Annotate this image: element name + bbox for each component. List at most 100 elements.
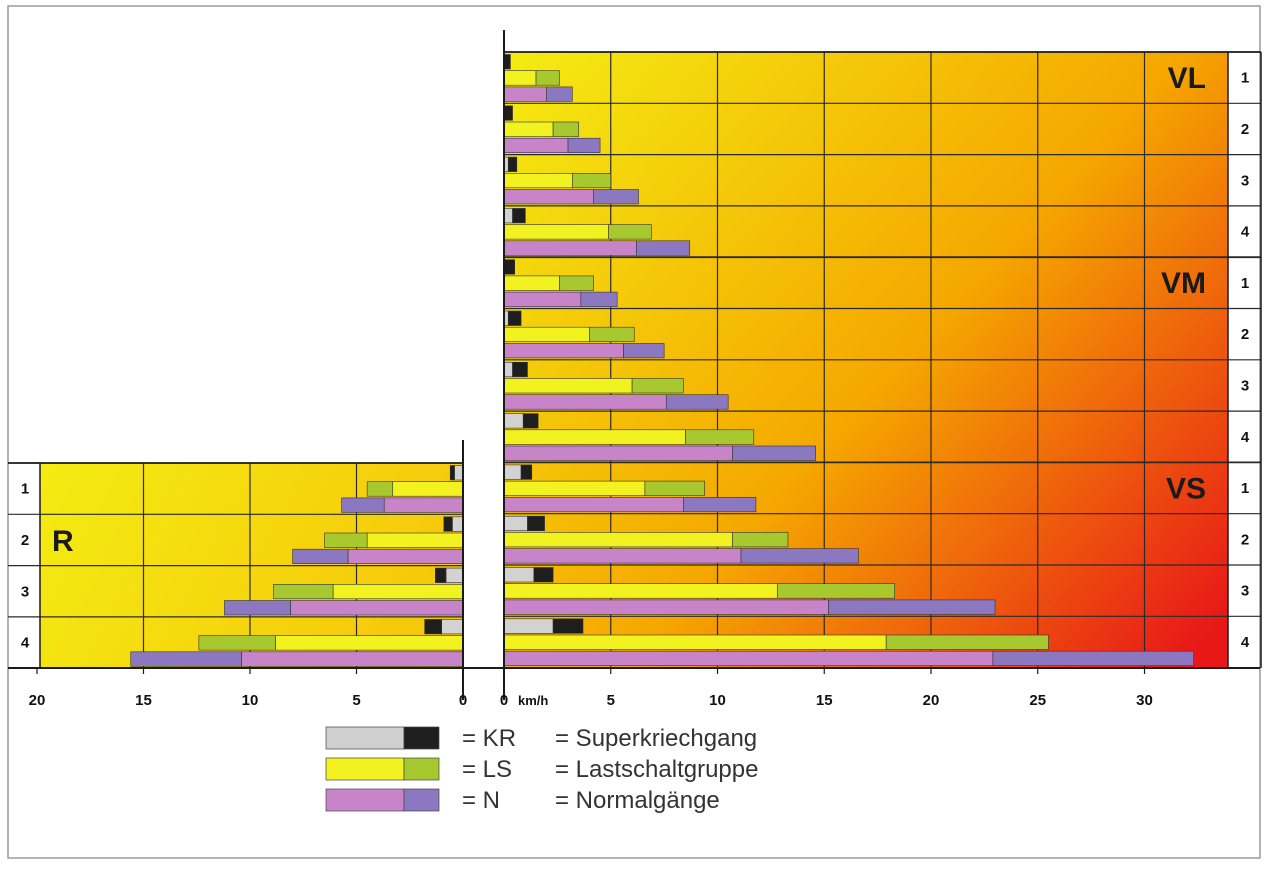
kr-bar-forward-dark: [520, 464, 533, 480]
kr-bar-forward-dark: [507, 310, 522, 326]
ls-bar-forward-light: [503, 121, 554, 137]
n-bar-forward-light: [503, 343, 624, 359]
n-bar-reverse-light: [383, 497, 464, 513]
kr-bar-forward-dark: [552, 618, 584, 634]
forward-gear-label: 4: [1241, 429, 1250, 446]
ls-bar-forward-light: [503, 583, 778, 599]
forward-gear-label: 4: [1241, 224, 1250, 241]
n-bar-forward-light: [503, 650, 994, 667]
kr-bar-forward-dark: [533, 567, 554, 583]
ls-bar-forward-dark: [732, 532, 789, 548]
ls-bar-reverse-light: [392, 481, 464, 497]
legend-desc-n: = Normalgänge: [555, 787, 720, 814]
ls-bar-forward-dark: [572, 173, 612, 189]
ls-bar-reverse-dark: [273, 583, 334, 600]
n-bar-forward-light: [503, 137, 569, 153]
legend-swatch-n-light: [325, 788, 405, 812]
n-bar-forward-dark: [636, 240, 691, 256]
reverse-gear-label: 4: [21, 635, 30, 652]
ls-bar-forward-dark: [559, 275, 594, 291]
kr-bar-reverse-dark: [443, 516, 453, 532]
ls-bar-forward-dark: [644, 480, 705, 496]
kr-bar-forward-dark: [503, 105, 513, 121]
legend-swatch-n-dark: [403, 788, 440, 812]
ls-bar-forward-dark: [885, 634, 1049, 650]
n-bar-forward-dark: [580, 291, 618, 307]
kr-bar-forward-light: [503, 361, 513, 378]
forward-tick-label: 0: [500, 692, 508, 709]
kr-bar-forward-light: [503, 618, 554, 634]
ls-bar-reverse-dark: [366, 481, 394, 497]
forward-gear-label: 4: [1241, 634, 1250, 651]
n-bar-forward-dark: [567, 137, 601, 153]
ls-bar-reverse-dark: [198, 635, 276, 651]
ls-bar-forward-light: [503, 173, 573, 189]
n-bar-forward-light: [503, 394, 667, 410]
n-bar-reverse-light: [290, 600, 464, 616]
n-bar-forward-light: [503, 445, 733, 461]
forward-tick-label: 20: [923, 692, 940, 709]
ls-bar-forward-dark: [535, 70, 560, 86]
n-bar-reverse-dark: [224, 600, 291, 616]
ls-bar-forward-dark: [608, 224, 652, 240]
n-bar-forward-dark: [732, 445, 817, 461]
forward-gear-label: 3: [1241, 583, 1249, 600]
n-bar-reverse-light: [241, 651, 464, 667]
n-bar-forward-light: [503, 496, 684, 513]
ls-bar-forward-light: [503, 634, 887, 650]
ls-bar-forward-light: [503, 224, 609, 240]
n-bar-forward-dark: [665, 394, 729, 410]
ls-bar-forward-dark: [589, 326, 635, 343]
ls-bar-forward-dark: [552, 121, 580, 137]
forward-gear-label: 3: [1241, 377, 1249, 394]
ls-bar-forward-light: [503, 70, 537, 86]
kr-bar-forward-dark: [507, 156, 518, 172]
kr-bar-reverse-dark: [449, 465, 455, 481]
reverse-gear-label: 2: [21, 532, 29, 549]
legend-desc-ls: = Lastschaltgruppe: [555, 756, 758, 783]
group-label-vs: VS: [1166, 472, 1206, 505]
legend-desc-kr: = Superkriechgang: [555, 725, 757, 752]
n-bar-forward-dark: [828, 599, 996, 615]
forward-tick-label: 30: [1136, 692, 1153, 709]
forward-tick-label: 5: [607, 692, 615, 709]
n-bar-forward-dark: [683, 496, 757, 513]
kr-bar-reverse-light: [454, 465, 464, 481]
kr-bar-reverse-dark: [424, 619, 443, 635]
ls-bar-reverse-light: [275, 635, 464, 651]
ls-bar-forward-light: [503, 429, 686, 445]
ls-bar-reverse-dark: [324, 532, 368, 548]
kr-bar-forward-dark: [512, 361, 528, 378]
ls-bar-forward-dark: [631, 378, 684, 394]
kr-bar-forward-light: [503, 567, 535, 583]
kr-bar-reverse-light: [445, 567, 464, 583]
n-bar-forward-light: [503, 599, 829, 615]
forward-gear-label: 1: [1241, 275, 1249, 292]
forward-tick-label: 15: [816, 692, 833, 709]
n-bar-forward-light: [503, 240, 637, 256]
reverse-gear-label: 3: [21, 583, 29, 600]
n-bar-forward-dark: [593, 189, 639, 205]
ls-bar-forward-light: [503, 326, 590, 343]
n-bar-reverse-dark: [341, 497, 385, 513]
ls-bar-forward-light: [503, 378, 633, 394]
kr-bar-forward-dark: [503, 259, 515, 275]
legend-swatch-kr-dark: [403, 726, 440, 750]
group-label-vm: VM: [1161, 267, 1206, 300]
reverse-tick-label: 5: [352, 692, 360, 709]
reverse-tick-label: 20: [29, 692, 46, 709]
legend-code-kr: = KR: [462, 725, 516, 752]
group-label-vl: VL: [1168, 62, 1206, 95]
forward-gear-label: 3: [1241, 172, 1249, 189]
forward-gear-label: 1: [1241, 480, 1249, 497]
legend-code-ls: = LS: [462, 756, 512, 783]
n-bar-reverse-light: [347, 548, 464, 565]
n-bar-forward-light: [503, 291, 582, 307]
reverse-tick-label: 15: [135, 692, 152, 709]
reverse-tick-label: 10: [242, 692, 259, 709]
kr-bar-reverse-light: [441, 619, 464, 635]
n-bar-forward-light: [503, 86, 548, 102]
kr-bar-forward-light: [503, 464, 522, 480]
forward-tick-label: 25: [1029, 692, 1046, 709]
